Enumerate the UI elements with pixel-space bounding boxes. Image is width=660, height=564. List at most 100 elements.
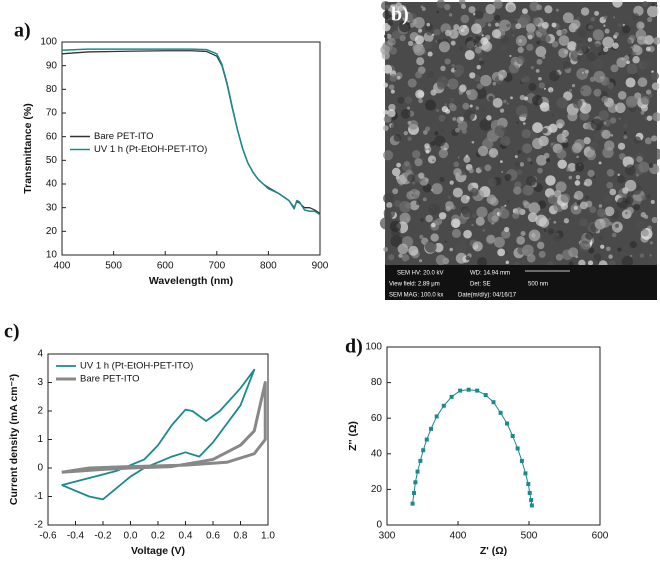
sem-grain <box>525 176 537 187</box>
sem-grain <box>593 70 606 83</box>
sem-grain <box>653 37 660 45</box>
sem-grain <box>383 115 392 123</box>
sem-grain <box>645 46 651 52</box>
sem-grain <box>476 206 488 218</box>
sem-grain <box>517 46 524 54</box>
y-tick-label: 20 <box>46 226 58 237</box>
sem-grain <box>519 162 525 167</box>
sem-grain <box>502 46 506 50</box>
sem-grain <box>574 162 585 172</box>
sem-grain <box>556 133 566 143</box>
x-tick-label: 400 <box>54 261 71 272</box>
marker <box>441 403 446 408</box>
sem-grain <box>636 173 639 177</box>
sem-grain <box>583 182 587 186</box>
sem-grain <box>497 248 506 257</box>
sem-grain <box>617 112 624 119</box>
sem-grain <box>457 156 460 159</box>
y-tick-label: -1 <box>34 491 43 502</box>
sem-grain <box>459 84 467 92</box>
sem-grain <box>401 36 406 40</box>
sem-grain <box>613 16 616 19</box>
sem-grain <box>515 23 522 30</box>
sem-grain <box>480 74 492 87</box>
sem-grain <box>427 155 437 164</box>
sem-grain <box>527 34 533 40</box>
sem-grain <box>553 234 562 242</box>
series-line <box>61 381 267 474</box>
plot-frame <box>61 41 321 256</box>
sem-grain <box>430 188 434 192</box>
sem-grain <box>526 43 534 51</box>
sem-grain <box>551 114 555 118</box>
sem-grain <box>469 34 473 38</box>
sem-grain <box>560 193 571 203</box>
sem-grain <box>404 160 410 167</box>
sem-grain <box>598 235 604 241</box>
sem-grain <box>567 111 578 122</box>
sem-grain <box>494 125 507 137</box>
sem-grain <box>555 8 559 12</box>
sem-grain <box>495 22 500 27</box>
sem-grain <box>507 199 510 203</box>
sem-grain <box>628 55 634 60</box>
sem-grain <box>579 201 588 210</box>
sem-grain <box>522 244 534 257</box>
sem-grain <box>589 206 597 214</box>
sem-grain <box>380 44 391 55</box>
sem-grain <box>412 150 421 159</box>
x-tick-label: 1.0 <box>261 531 275 542</box>
sem-grain <box>435 218 443 225</box>
sem-grain <box>418 28 423 33</box>
sem-grain <box>629 240 637 249</box>
sem-grain <box>553 220 557 224</box>
sem-grain <box>395 2 402 9</box>
sem-grain <box>387 19 394 26</box>
sem-grain <box>581 71 584 74</box>
sem-grain <box>525 23 536 33</box>
sem-grain <box>593 131 603 141</box>
marker <box>458 388 463 393</box>
sem-grain <box>387 108 396 118</box>
x-tick-label: 300 <box>379 531 396 542</box>
sem-grain <box>606 181 614 189</box>
sem-grain <box>641 195 647 201</box>
sem-grain <box>386 33 392 39</box>
sem-grain <box>568 261 574 267</box>
sem-grain <box>536 31 543 38</box>
x-tick-label: -0.4 <box>67 531 85 542</box>
series-line <box>61 368 256 501</box>
sem-grain <box>516 121 519 124</box>
sem-grain <box>596 12 599 15</box>
sem-grain <box>583 137 591 145</box>
x-tick-label: 0.0 <box>124 531 138 542</box>
sem-grain <box>492 81 497 86</box>
x-tick-label: 400 <box>450 531 467 542</box>
sem-grain <box>587 46 591 49</box>
y-tick-label: 0 <box>376 520 382 531</box>
sem-grain <box>592 29 604 41</box>
y-tick-label: 40 <box>46 179 58 190</box>
marker <box>429 426 434 431</box>
sem-grain <box>574 201 578 205</box>
sem-grain <box>462 102 470 110</box>
sem-grain <box>549 70 560 82</box>
sem-grain <box>553 190 562 198</box>
sem-grain <box>472 241 483 252</box>
sem-grain <box>551 40 559 48</box>
sem-grain <box>430 205 433 209</box>
sem-grain <box>448 102 455 109</box>
sem-grain <box>474 10 484 20</box>
sem-grain <box>447 78 459 90</box>
sem-grain <box>487 177 497 188</box>
sem-grain <box>486 115 492 121</box>
sem-grain <box>523 113 528 118</box>
sem-grain <box>492 97 503 108</box>
sem-grain <box>639 253 645 258</box>
sem-grain <box>434 135 446 147</box>
sem-grain <box>562 12 574 24</box>
y-tick-label: 80 <box>371 377 383 388</box>
sem-grain <box>558 35 570 46</box>
sem-grain <box>454 68 457 71</box>
